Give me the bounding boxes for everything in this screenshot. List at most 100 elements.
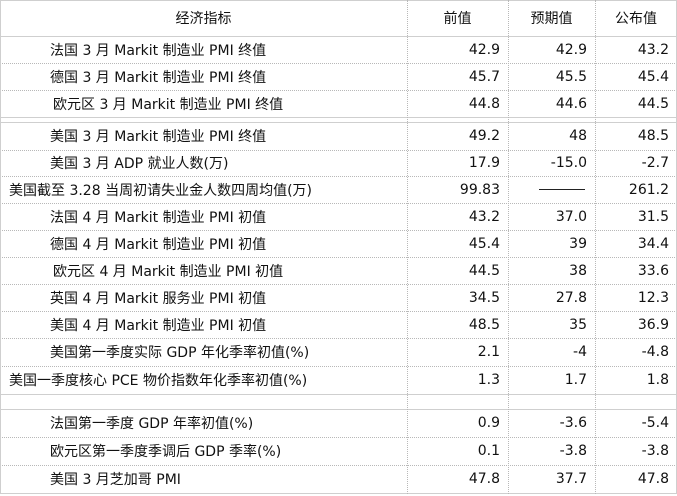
row-divider	[0, 311, 677, 312]
indicator-cell: 美国截至 3.28 当周初请失业金人数四周均值(万)	[9, 182, 312, 199]
table-row: 英国 4 月 Markit 服务业 PMI 初值 34.5 27.8 12.3	[0, 284, 677, 311]
row-divider	[0, 0, 677, 1]
previous-cell: 43.2	[468, 208, 500, 225]
table-row: 美国 3 月 ADP 就业人数(万) 17.9 -15.0 -2.7	[0, 150, 677, 176]
table-row: 法国 4 月 Markit 制造业 PMI 初值 43.2 37.0 31.5	[0, 203, 677, 230]
actual-cell: -4.8	[641, 344, 669, 360]
actual-cell: 1.8	[646, 372, 669, 388]
indicator-cell: 美国第一季度实际 GDP 年化季率初值(%)	[50, 345, 310, 361]
row-divider	[0, 176, 677, 177]
expected-cell: 37.7	[555, 471, 587, 487]
actual-cell: 12.3	[637, 289, 669, 306]
table-row: 美国第一季度实际 GDP 年化季率初值(%) 2.1 -4 -4.8	[0, 338, 677, 366]
expected-cell: 45.5	[555, 68, 587, 85]
row-divider	[0, 203, 677, 204]
previous-cell: 49.2	[468, 128, 500, 144]
row-divider	[0, 257, 677, 258]
indicator-cell: 法国 4 月 Markit 制造业 PMI 初值	[50, 209, 267, 226]
previous-cell: 34.5	[468, 289, 500, 306]
header-indicator: 经济指标	[175, 11, 232, 27]
indicator-cell: 美国 3 月芝加哥 PMI	[50, 472, 181, 488]
row-divider	[0, 230, 677, 231]
indicator-cell: 美国 4 月 Markit 制造业 PMI 初值	[50, 317, 267, 334]
actual-cell: 48.5	[637, 128, 669, 144]
row-divider	[0, 284, 677, 285]
previous-cell: 45.7	[468, 68, 500, 85]
actual-cell: 34.4	[637, 235, 669, 252]
row-divider	[0, 366, 677, 367]
row-divider	[0, 150, 677, 151]
expected-cell: 44.6	[555, 95, 587, 112]
column-divider	[508, 0, 509, 494]
previous-cell: 1.3	[477, 372, 500, 388]
row-divider	[0, 493, 677, 494]
previous-cell: 44.5	[468, 262, 500, 279]
table-row: 德国 4 月 Markit 制造业 PMI 初值 45.4 39 34.4	[0, 230, 677, 257]
expected-cell: -15.0	[550, 155, 587, 171]
indicator-cell: 美国一季度核心 PCE 物价指数年化季率初值(%)	[9, 373, 308, 389]
indicator-cell: 法国 3 月 Markit 制造业 PMI 终值	[50, 42, 267, 59]
table-row: 美国 4 月 Markit 制造业 PMI 初值 48.5 35 36.9	[0, 311, 677, 338]
row-divider	[0, 409, 677, 410]
row-divider	[0, 465, 677, 466]
indicator-cell: 德国 4 月 Markit 制造业 PMI 初值	[50, 236, 267, 253]
expected-cell: 39	[569, 235, 587, 252]
actual-cell: -3.8	[641, 443, 669, 459]
expected-cell: 35	[569, 316, 587, 333]
row-divider	[0, 63, 677, 64]
actual-cell: 47.8	[637, 471, 669, 487]
table-row: 美国截至 3.28 当周初请失业金人数四周均值(万) 99.83 261.2	[0, 176, 677, 203]
header-expected: 预期值	[530, 11, 573, 27]
row-divider	[0, 338, 677, 339]
expected-cell: 37.0	[555, 208, 587, 225]
previous-cell: 48.5	[468, 316, 500, 333]
previous-cell: 47.8	[468, 471, 500, 487]
table-row: 欧元区第一季度季调后 GDP 季率(%) 0.1 -3.8 -3.8	[0, 437, 677, 465]
row-divider	[0, 394, 677, 395]
indicator-cell: 法国第一季度 GDP 年率初值(%)	[50, 416, 254, 432]
column-divider	[407, 0, 408, 494]
expected-cell: 1.7	[564, 372, 587, 388]
actual-cell: 31.5	[637, 208, 669, 225]
row-divider	[0, 122, 677, 123]
previous-cell: 17.9	[468, 155, 500, 171]
row-divider	[0, 117, 677, 118]
actual-cell: -2.7	[641, 155, 669, 171]
indicator-cell: 欧元区 3 月 Markit 制造业 PMI 终值	[53, 96, 284, 113]
previous-cell: 2.1	[477, 344, 500, 360]
previous-cell: 42.9	[468, 41, 500, 58]
column-divider	[0, 0, 1, 494]
indicator-cell: 欧元区第一季度季调后 GDP 季率(%)	[50, 444, 282, 460]
expected-cell: -4	[573, 344, 587, 360]
indicator-cell: 欧元区 4 月 Markit 制造业 PMI 初值	[53, 263, 284, 280]
row-divider	[0, 90, 677, 91]
table-row: 欧元区 3 月 Markit 制造业 PMI 终值 44.8 44.6 44.5	[0, 90, 677, 117]
indicator-cell: 美国 3 月 ADP 就业人数(万)	[50, 156, 229, 172]
table-row: 美国一季度核心 PCE 物价指数年化季率初值(%) 1.3 1.7 1.8	[0, 366, 677, 394]
header-actual: 公布值	[615, 11, 657, 27]
table-row: 德国 3 月 Markit 制造业 PMI 终值 45.7 45.5 45.4	[0, 63, 677, 90]
expected-cell	[508, 176, 595, 203]
actual-cell: 36.9	[637, 316, 669, 333]
row-divider	[0, 437, 677, 438]
table-row: 法国 3 月 Markit 制造业 PMI 终值 42.9 42.9 43.2	[0, 36, 677, 63]
indicator-cell: 英国 4 月 Markit 服务业 PMI 初值	[50, 290, 267, 307]
previous-cell: 45.4	[468, 235, 500, 252]
actual-cell: 44.5	[637, 95, 669, 112]
previous-cell: 44.8	[468, 95, 500, 112]
actual-cell: 43.2	[637, 41, 669, 58]
previous-cell: 0.9	[477, 415, 500, 431]
table-row: 欧元区 4 月 Markit 制造业 PMI 初值 44.5 38 33.6	[0, 257, 677, 284]
table-row: 法国第一季度 GDP 年率初值(%) 0.9 -3.6 -5.4	[0, 409, 677, 437]
table-row: 美国 3 月 Markit 制造业 PMI 终值 49.2 48 48.5	[0, 122, 677, 150]
row-divider	[0, 36, 677, 37]
actual-cell: 261.2	[628, 181, 669, 198]
expected-cell: 27.8	[555, 289, 587, 306]
actual-cell: -5.4	[641, 415, 669, 431]
indicator-cell: 德国 3 月 Markit 制造业 PMI 终值	[50, 69, 267, 86]
previous-cell: 99.83	[459, 181, 500, 198]
expected-cell: -3.6	[559, 415, 587, 431]
actual-cell: 45.4	[637, 68, 669, 85]
expected-cell: 42.9	[555, 41, 587, 58]
actual-cell: 33.6	[637, 262, 669, 279]
